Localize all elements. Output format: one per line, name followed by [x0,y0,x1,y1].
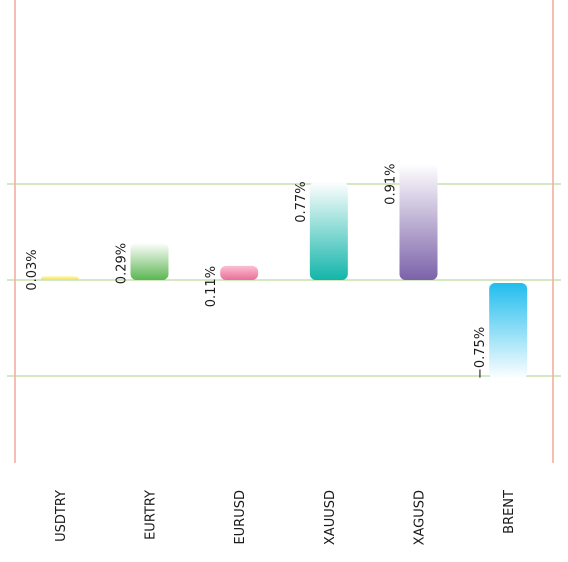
data-label-eurusd: 0.11% [204,266,219,307]
x-tick-eurusd: EURUSD [233,490,248,545]
bar-xagusd [399,163,438,280]
x-tick-eurtry: EURTRY [144,490,159,540]
bar-layer [40,163,528,379]
x-tick-brent: BRENT [502,490,517,534]
data-label-brent: −0.75% [473,327,488,379]
x-tick-xauusd: XAUUSD [323,490,338,545]
data-label-layer: 0.03% 0.29% 0.11% 0.77% 0.91% −0.75% [25,164,488,379]
bar-xauusd [309,181,348,280]
bar-brent [489,283,528,379]
data-label-xagusd: 0.91% [384,164,399,205]
grid-layer [7,183,561,377]
x-tick-layer: USDTRY EURTRY EURUSD XAUUSD XAGUSD BRENT [54,490,517,545]
data-label-eurtry: 0.29% [115,243,130,284]
bar-usdtry [40,276,79,280]
bar-eurtry [130,242,169,280]
data-label-usdtry: 0.03% [25,249,40,290]
bar-eurusd [220,265,259,280]
plot-borders [14,0,554,463]
x-tick-xagusd: XAGUSD [413,490,428,545]
data-label-xauusd: 0.77% [294,181,309,222]
x-tick-usdtry: USDTRY [54,490,69,542]
